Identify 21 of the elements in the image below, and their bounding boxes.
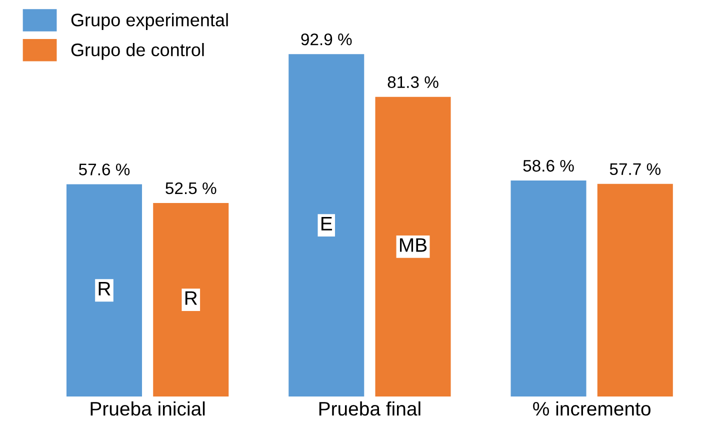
annotation: R: [98, 282, 110, 296]
data-label: 57.7 %: [610, 163, 660, 176]
x-tick-label: % incremento: [533, 401, 650, 416]
bar: [375, 96, 451, 397]
data-label: 81.3 %: [388, 76, 438, 88]
data-label: 58.6 %: [523, 160, 574, 172]
x-tick-label: Prueba final: [319, 401, 420, 416]
annotation: E: [321, 216, 332, 230]
data-label: 57.6 %: [78, 164, 130, 176]
bar: [597, 184, 673, 397]
data-label: 52.5 %: [166, 182, 216, 194]
bar: [510, 180, 586, 397]
bar: [288, 54, 364, 397]
annotation: MB: [400, 238, 427, 252]
annotation: R: [185, 291, 197, 305]
bar: [66, 184, 142, 397]
legend-label: Grupo de control: [71, 43, 204, 60]
bar: [153, 203, 229, 397]
legend-label: Grupo experimental: [71, 13, 228, 30]
x-tick-label: Prueba inicial: [90, 401, 205, 416]
data-label: 92.9 %: [301, 33, 352, 46]
